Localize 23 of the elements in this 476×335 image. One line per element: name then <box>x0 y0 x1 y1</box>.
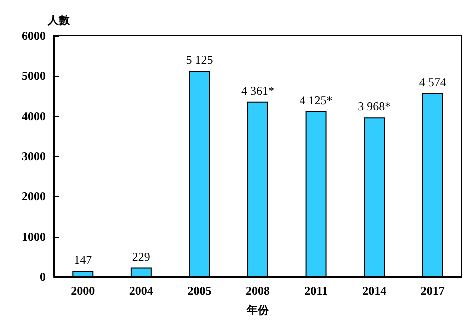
data-label: 147 <box>74 253 92 268</box>
y-axis-title: 人數 <box>47 14 71 27</box>
x-tick-label: 2011 <box>304 284 328 298</box>
x-tick-label: 2014 <box>362 284 387 298</box>
x-tick-label: 2008 <box>246 284 270 298</box>
y-tick-label: 4000 <box>22 109 46 124</box>
x-tick-label: 2017 <box>420 284 445 298</box>
data-label: 5 125 <box>186 53 214 68</box>
y-tick-label: 5000 <box>22 69 46 84</box>
y-tick-label: 2000 <box>22 190 46 204</box>
data-label: 4 574 <box>419 75 446 90</box>
y-tick-label: 0 <box>40 270 46 284</box>
y-tick-label: 6000 <box>22 29 46 43</box>
y-tick-label: 3000 <box>22 150 46 164</box>
data-label: 4 361* <box>242 84 274 98</box>
data-label: 3 968* <box>358 100 392 114</box>
data-label: 4 125* <box>300 93 333 108</box>
data-label: 229 <box>132 250 150 264</box>
x-axis-title: 年份 <box>246 304 270 317</box>
x-tick-label: 2005 <box>188 284 212 298</box>
x-tick-label: 2000 <box>71 284 96 298</box>
y-tick-label: 1000 <box>22 230 46 244</box>
x-tick-label: 2004 <box>129 284 154 298</box>
